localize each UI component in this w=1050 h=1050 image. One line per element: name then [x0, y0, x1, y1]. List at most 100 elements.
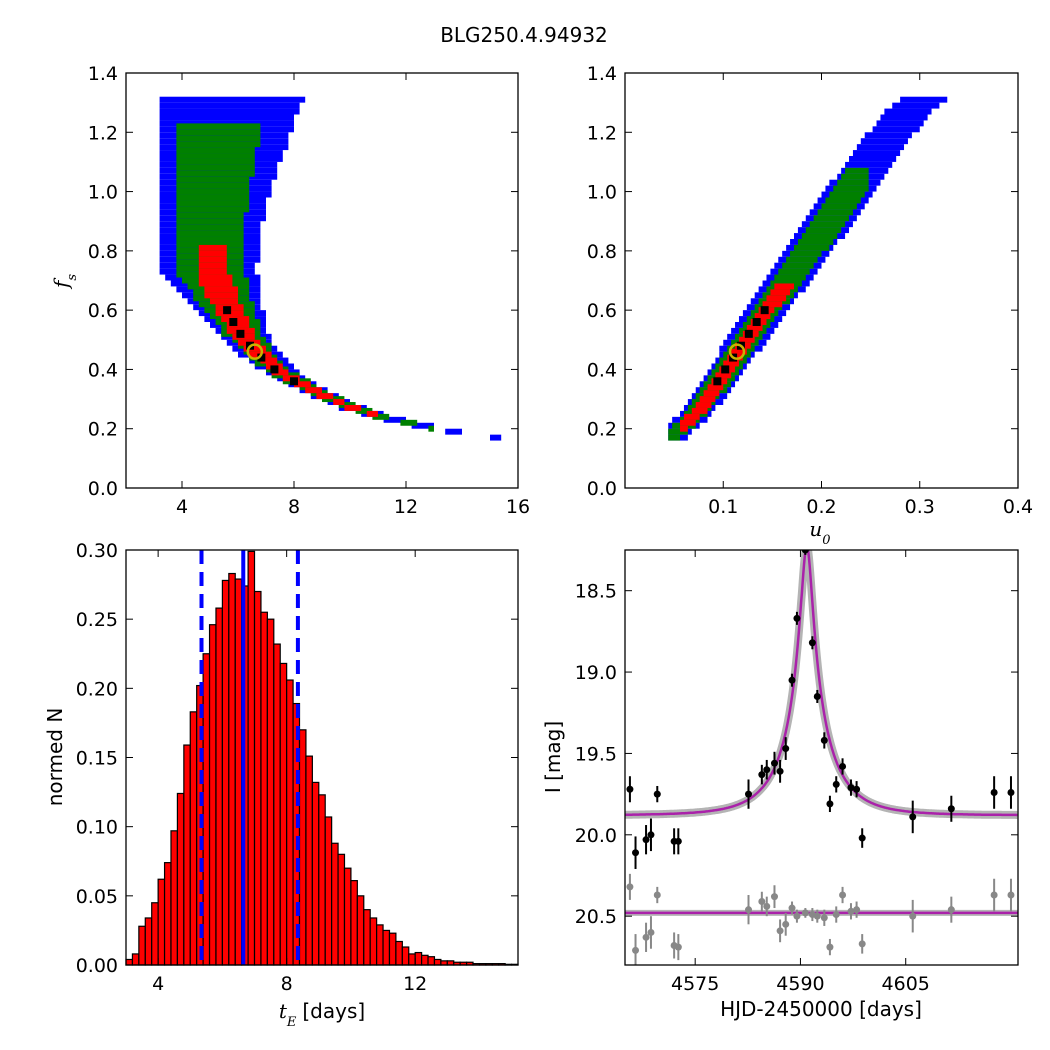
confidence-cell: [829, 191, 865, 198]
histogram-bar: [427, 956, 436, 966]
confidence-cell: [159, 102, 300, 109]
confidence-cell: [159, 96, 306, 103]
confidence-cell: [900, 96, 948, 103]
x-tick-labels: 0.1 0.2 0.3 0.4: [708, 73, 1033, 518]
confidence-cell: [790, 250, 822, 257]
y-tick-label: 0.2: [587, 419, 617, 441]
data-point: [853, 785, 861, 793]
y-tick-labels: 0.0 0.2 0.4 0.6 0.8 1.0 1.2 1.4: [88, 63, 518, 500]
confidence-cell: [176, 236, 244, 242]
confidence-cell: [176, 188, 250, 195]
confidence-cell: [383, 416, 406, 423]
best-cell: [290, 377, 298, 386]
histogram-bar: [286, 679, 294, 966]
y-tick-labels: 0.00 0.05 0.10 0.15 0.20 0.25 0.30: [76, 540, 518, 977]
histogram-bar: [125, 958, 134, 966]
histogram-bar: [350, 880, 358, 966]
histogram-bar: [157, 878, 166, 966]
y-tick-label: 0.20: [76, 678, 118, 700]
confidence-cell: [837, 179, 869, 186]
y-tick-label: 18.5: [575, 581, 617, 603]
confidence-cell: [366, 410, 378, 417]
confidence-cell: [176, 176, 250, 183]
residual-point: [647, 928, 655, 936]
x-tick-label: 16: [506, 496, 530, 518]
histogram-bar: [382, 929, 391, 966]
y-tick-label: 19.5: [575, 743, 617, 765]
confidence-cell: [845, 167, 869, 174]
histogram-bar: [144, 917, 153, 966]
y-tick-label: 0.0: [587, 478, 617, 500]
confidence-cell: [864, 132, 912, 139]
confidence-cell: [856, 144, 905, 151]
histogram-bar: [221, 579, 230, 966]
histogram-bar: [318, 794, 326, 966]
confidence-cell: [198, 280, 233, 287]
y-tick-label: 0.30: [76, 540, 118, 562]
confidence-cell: [344, 405, 362, 411]
residual-point: [776, 927, 784, 935]
confidence-cell: [176, 206, 250, 213]
histogram-bar: [337, 853, 346, 966]
confidence-cell: [707, 384, 724, 391]
confidence-cell: [271, 369, 289, 376]
residual-point: [626, 883, 634, 891]
residual-point: [758, 898, 766, 906]
residual-point: [770, 893, 778, 901]
best-cell: [721, 365, 730, 374]
figure-title: BLG250.4.94932: [440, 23, 608, 47]
data-point: [839, 762, 847, 770]
y-tick-label: 1.0: [587, 182, 617, 204]
confidence-cell: [774, 283, 794, 290]
best-fit-marker: [246, 343, 264, 360]
confidence-map: [668, 96, 948, 441]
data-point: [647, 831, 655, 839]
data-point: [1007, 788, 1015, 796]
confidence-cell: [852, 150, 901, 156]
data-point: [793, 614, 801, 622]
data-point: [626, 785, 634, 793]
confidence-cell: [176, 194, 250, 201]
y-axis-label: normed N: [43, 708, 67, 807]
confidence-cell: [176, 218, 244, 225]
histogram-bar: [266, 618, 275, 966]
axes-frame: [125, 72, 519, 489]
confidence-cell: [695, 402, 712, 408]
confidence-cell: [490, 434, 502, 441]
residual-point: [909, 912, 917, 920]
data-point: [826, 800, 834, 808]
confidence-cell: [176, 129, 261, 136]
histogram-bar: [305, 755, 313, 966]
histogram-bar: [279, 662, 288, 966]
confidence-cell: [845, 161, 893, 168]
data-point: [808, 639, 816, 647]
confidence-cell: [825, 197, 861, 204]
confidence-cell: [176, 141, 261, 148]
y-axis-label: I [mag]: [541, 721, 565, 793]
residual-point: [674, 943, 682, 951]
x-tick-label: 8: [288, 496, 300, 518]
best-cell: [752, 318, 761, 326]
y-tick-label: 0.0: [88, 478, 118, 500]
x-axis-label: u0: [809, 517, 830, 548]
data-point: [758, 771, 766, 779]
residual-point: [653, 891, 661, 899]
data-point: [632, 849, 640, 857]
panel-light-curve: 4575 4590 4605 18.5 19.0 19.5 20.0 20.5 I [mag…: [541, 549, 1019, 1021]
histogram-bar: [170, 830, 179, 966]
x-tick-label: 0.3: [905, 496, 935, 518]
confidence-map: [159, 96, 502, 441]
histogram-bar: [311, 781, 320, 966]
histogram-bar: [363, 909, 371, 966]
y-tick-label: 0.6: [587, 300, 617, 322]
confidence-cell: [198, 274, 233, 281]
data-point: [674, 837, 682, 845]
histogram-bar: [253, 590, 262, 966]
confidence-cell: [159, 114, 294, 121]
confidence-cell: [774, 274, 806, 281]
confidence-cell: [860, 138, 908, 145]
residual-point: [763, 902, 771, 910]
confidence-cell: [176, 147, 255, 154]
confidence-cell: [668, 434, 681, 441]
residual-point: [853, 906, 861, 914]
